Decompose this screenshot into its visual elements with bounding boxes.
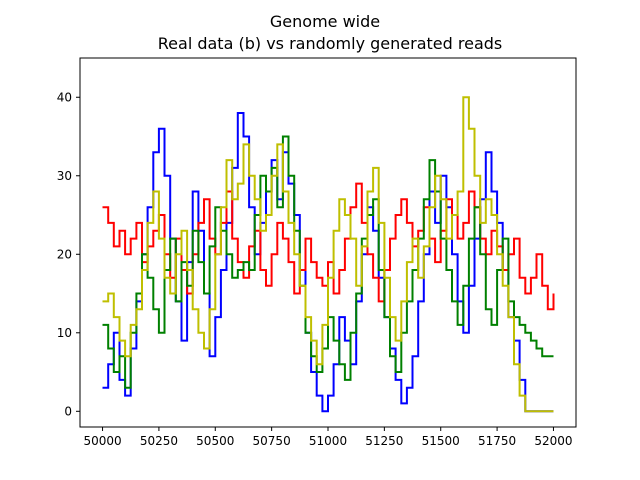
chart-title: Genome wide: [270, 12, 380, 31]
x-tick-label: 51000: [309, 434, 347, 448]
chart-subtitle: Real data (b) vs randomly generated read…: [158, 34, 502, 53]
y-tick-label: 20: [57, 247, 72, 261]
x-tick-label: 50250: [140, 434, 178, 448]
y-tick-label: 40: [57, 90, 72, 104]
y-tick-label: 0: [64, 404, 72, 418]
x-tick-label: 52000: [534, 434, 572, 448]
x-tick-label: 50000: [83, 434, 121, 448]
x-tick-label: 51750: [478, 434, 516, 448]
y-tick-label: 30: [57, 169, 72, 183]
y-tick-label: 10: [57, 326, 72, 340]
x-tick-label: 50500: [196, 434, 234, 448]
x-tick-label: 51250: [365, 434, 403, 448]
x-tick-label: 51500: [422, 434, 460, 448]
x-tick-label: 50750: [253, 434, 291, 448]
